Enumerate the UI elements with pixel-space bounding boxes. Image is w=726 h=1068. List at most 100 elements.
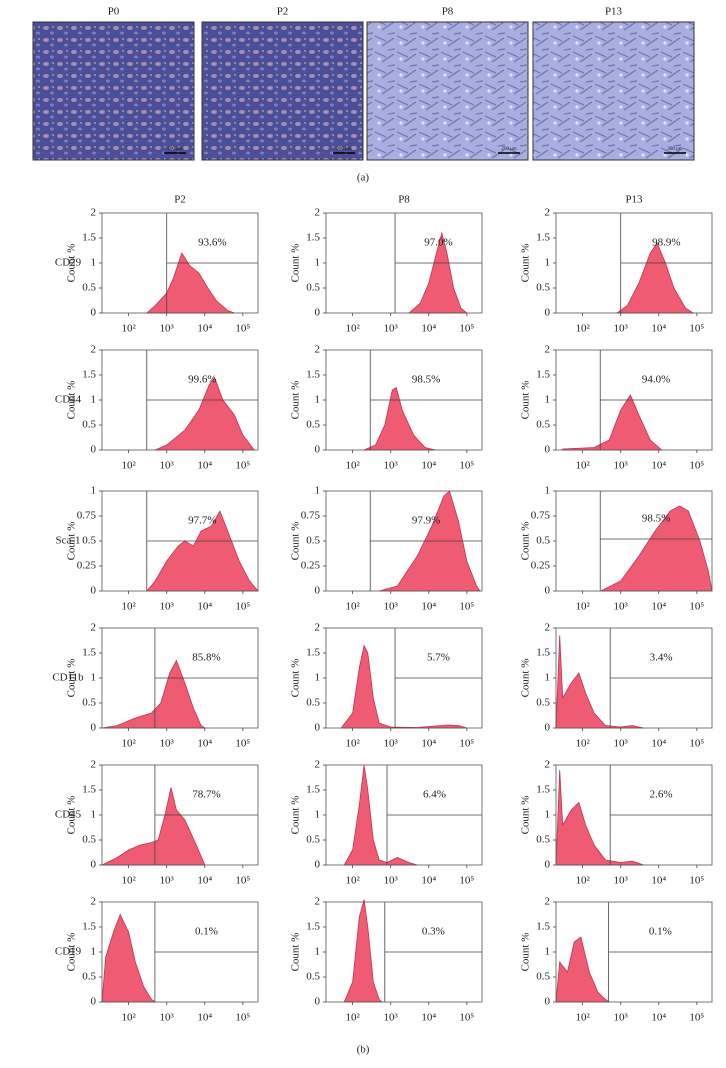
caption: (a) <box>357 172 370 184</box>
histogram <box>562 394 663 451</box>
y-axis-label: Count % <box>290 796 302 835</box>
x-tick-label: 10⁴ <box>421 460 436 472</box>
x-tick-label: 10⁴ <box>421 601 436 613</box>
y-axis-label: Count % <box>520 244 532 283</box>
x-tick-label: 10³ <box>160 875 175 887</box>
x-tick-label: 10² <box>575 1012 590 1024</box>
y-axis-label: Count % <box>290 244 302 283</box>
y-tick-label: 2 <box>91 207 97 219</box>
x-tick-label: 10⁵ <box>689 601 704 613</box>
y-tick-label: 0 <box>545 722 551 734</box>
y-tick-label: 2 <box>545 622 551 634</box>
y-tick-label: 0.5 <box>536 419 550 431</box>
y-tick-label: 1 <box>91 485 97 497</box>
x-tick-label: 10² <box>121 601 136 613</box>
y-tick-label: 2 <box>91 759 97 771</box>
x-tick-label: 10⁴ <box>421 1012 436 1024</box>
x-tick-label: 10² <box>121 323 136 335</box>
x-tick-label: 10⁴ <box>651 323 666 335</box>
x-tick-label: 10⁴ <box>651 1012 666 1024</box>
image-label: P8 <box>442 6 454 18</box>
x-tick-label: 10² <box>345 1012 360 1024</box>
gate-label: 99.6% <box>188 374 216 386</box>
y-tick-label: 1.5 <box>82 369 96 381</box>
y-tick-label: 0 <box>91 307 97 319</box>
y-tick-label: 1 <box>545 257 551 269</box>
gate-label: 97.9% <box>412 515 440 527</box>
y-tick-label: 0 <box>545 996 551 1008</box>
y-tick-label: 0.25 <box>301 560 321 572</box>
y-tick-label: 2 <box>91 344 97 356</box>
y-axis-label: Count % <box>290 381 302 420</box>
y-tick-label: 1 <box>315 946 321 958</box>
y-tick-label: 1 <box>545 946 551 958</box>
y-tick-label: 2 <box>545 344 551 356</box>
y-tick-label: 1.5 <box>82 784 96 796</box>
y-tick-label: 1.5 <box>306 232 320 244</box>
y-tick-label: 0 <box>91 444 97 456</box>
y-tick-label: 0 <box>315 585 321 597</box>
gate-label: 98.9% <box>652 237 680 249</box>
y-tick-label: 2 <box>545 759 551 771</box>
x-tick-label: 10² <box>345 738 360 750</box>
x-tick-label: 10⁵ <box>689 875 704 887</box>
histogram <box>145 510 259 592</box>
x-tick-label: 10² <box>121 738 136 750</box>
x-tick-label: 10² <box>345 875 360 887</box>
y-tick-label: 0.75 <box>77 510 97 522</box>
micrograph <box>32 21 195 161</box>
x-tick-label: 10⁵ <box>459 460 474 472</box>
y-tick-label: 1 <box>315 257 321 269</box>
histogram <box>407 231 468 314</box>
y-axis-label: Count % <box>66 522 78 561</box>
x-tick-label: 10³ <box>614 738 629 750</box>
y-tick-label: 0 <box>315 859 321 871</box>
y-tick-label: 0.5 <box>306 419 320 431</box>
x-tick-label: 10³ <box>614 1012 629 1024</box>
x-tick-label: 10⁵ <box>459 875 474 887</box>
y-axis-label: Count % <box>66 933 78 972</box>
micrograph <box>532 21 695 161</box>
y-tick-label: 0.5 <box>306 282 320 294</box>
x-tick-label: 10⁵ <box>689 738 704 750</box>
y-axis-label: Count % <box>520 659 532 698</box>
histogram <box>145 252 235 314</box>
scale-bar-label: 200 μm <box>667 147 682 152</box>
x-tick-label: 10⁵ <box>459 323 474 335</box>
x-tick-label: 10⁵ <box>235 738 250 750</box>
y-tick-label: 1.5 <box>536 921 550 933</box>
gate-label: 0.1% <box>649 926 672 938</box>
y-tick-label: 1.5 <box>536 369 550 381</box>
y-tick-label: 1.5 <box>82 921 96 933</box>
y-tick-label: 0 <box>91 722 97 734</box>
x-tick-label: 10³ <box>384 323 399 335</box>
x-tick-label: 10⁵ <box>235 460 250 472</box>
gate-label: 0.1% <box>195 926 218 938</box>
y-tick-label: 1.5 <box>306 921 320 933</box>
gate-label: 94.0% <box>642 374 670 386</box>
y-tick-label: 1.5 <box>306 647 320 659</box>
y-tick-label: 1.5 <box>536 784 550 796</box>
x-tick-label: 10³ <box>614 460 629 472</box>
y-tick-label: 2 <box>315 896 321 908</box>
scale-bar-label: 200 μm <box>336 147 351 152</box>
row-label: CD19 <box>55 946 82 958</box>
x-tick-label: 10⁵ <box>459 601 474 613</box>
y-tick-label: 0 <box>315 996 321 1008</box>
x-tick-label: 10⁴ <box>421 738 436 750</box>
x-tick-label: 10⁴ <box>197 601 212 613</box>
y-tick-label: 1 <box>91 809 97 821</box>
x-tick-label: 10² <box>121 460 136 472</box>
x-tick-label: 10² <box>345 323 360 335</box>
image-label: P0 <box>108 6 120 18</box>
histogram <box>343 764 418 866</box>
y-axis-label: Count % <box>520 933 532 972</box>
histogram <box>343 899 384 1003</box>
y-tick-label: 0.5 <box>306 535 320 547</box>
y-tick-label: 1 <box>91 257 97 269</box>
x-tick-label: 10⁴ <box>197 738 212 750</box>
y-axis-label: Count % <box>66 796 78 835</box>
y-axis-label: Count % <box>66 244 78 283</box>
y-tick-label: 0.75 <box>301 510 321 522</box>
